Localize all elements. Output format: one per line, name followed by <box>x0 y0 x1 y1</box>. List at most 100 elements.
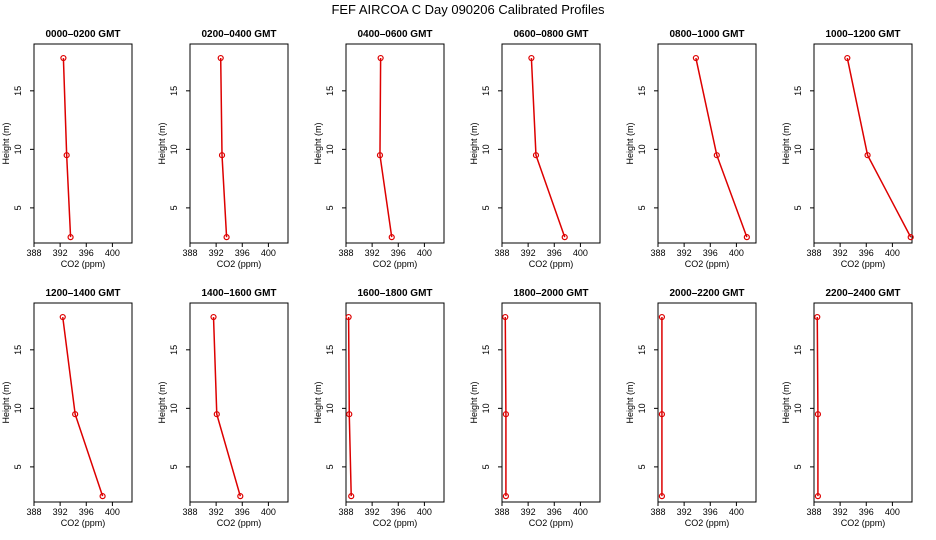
y-axis-label: Height (m) <box>313 122 323 164</box>
data-point <box>658 313 666 321</box>
panel-title: 1800–2000 GMT <box>513 288 588 299</box>
x-axis-label: CO2 (ppm) <box>373 518 418 528</box>
x-tick-label: 396 <box>703 507 718 517</box>
x-tick-label: 388 <box>650 248 665 258</box>
data-point <box>658 493 666 500</box>
x-tick-label: 396 <box>235 248 250 258</box>
profile-line <box>379 58 393 238</box>
x-tick-label: 392 <box>833 248 848 258</box>
panel-frame <box>657 302 757 503</box>
data-point <box>502 313 509 321</box>
panel-frame <box>189 302 289 503</box>
panel: 1400–1600 GMT 388 392 396 400 5 10 15 CO2 (ppm) H… <box>157 288 289 528</box>
x-tick-label: 392 <box>521 248 536 258</box>
data-point <box>844 54 851 62</box>
y-tick-label: 5 <box>325 205 335 210</box>
data-point <box>388 234 395 241</box>
x-tick-label: 392 <box>53 248 68 258</box>
y-tick-label: 5 <box>481 205 491 210</box>
profile-line <box>816 317 819 497</box>
x-tick-label: 400 <box>105 507 120 517</box>
y-axis-label: Height (m) <box>469 381 479 423</box>
y-tick-label: 10 <box>325 403 335 413</box>
panel-title: 2200–2400 GMT <box>825 288 900 299</box>
y-tick-label: 15 <box>13 86 23 96</box>
x-axis-label: CO2 (ppm) <box>61 259 106 269</box>
y-tick-label: 15 <box>793 345 803 355</box>
x-tick-label: 392 <box>521 507 536 517</box>
y-tick-label: 10 <box>13 144 23 154</box>
data-point <box>346 411 353 418</box>
y-tick-label: 15 <box>481 345 491 355</box>
profile-line <box>212 317 242 497</box>
y-tick-label: 10 <box>481 403 491 413</box>
data-point <box>692 54 699 62</box>
data-point <box>502 411 510 418</box>
x-tick-label: 388 <box>26 248 41 258</box>
panel-frame <box>813 302 913 503</box>
y-tick-label: 10 <box>169 403 179 413</box>
data-point <box>213 411 220 418</box>
y-axis-label: Height (m) <box>625 122 635 164</box>
x-axis-label: CO2 (ppm) <box>685 518 730 528</box>
data-point <box>377 54 384 62</box>
panel-title: 0600–0800 GMT <box>513 29 588 40</box>
x-tick-label: 400 <box>417 507 432 517</box>
panel-title: 1200–1400 GMT <box>45 288 120 299</box>
x-tick-label: 392 <box>365 507 380 517</box>
data-point <box>59 313 66 321</box>
x-tick-label: 400 <box>261 248 276 258</box>
y-tick-label: 15 <box>325 345 335 355</box>
panel-frame <box>345 43 445 244</box>
x-axis-label: CO2 (ppm) <box>529 518 574 528</box>
y-tick-label: 10 <box>637 144 647 154</box>
y-tick-label: 15 <box>637 345 647 355</box>
profile-line <box>347 317 352 497</box>
x-tick-label: 396 <box>79 507 94 517</box>
profile-line <box>62 316 104 497</box>
panel-title: 0000–0200 GMT <box>45 29 120 40</box>
y-tick-label: 15 <box>13 345 23 355</box>
panel-frame <box>33 302 133 503</box>
data-point <box>217 54 224 62</box>
x-tick-label: 392 <box>677 248 692 258</box>
y-tick-label: 10 <box>13 403 23 413</box>
x-tick-label: 400 <box>885 507 900 517</box>
x-tick-label: 388 <box>806 507 821 517</box>
data-point <box>561 234 568 241</box>
y-tick-label: 5 <box>637 464 647 469</box>
data-point <box>223 234 230 241</box>
y-tick-label: 10 <box>481 144 491 154</box>
data-point <box>345 313 352 321</box>
x-tick-label: 388 <box>494 507 509 517</box>
panel-title: 0800–1000 GMT <box>669 29 744 40</box>
panel: 0000–0200 GMT 388 392 396 400 5 10 15 CO2 (ppm) H… <box>1 29 133 269</box>
x-tick-label: 396 <box>391 507 406 517</box>
page-title: FEF AIRCOA C Day 090206 Calibrated Profi… <box>331 2 605 17</box>
y-axis-label: Height (m) <box>157 381 167 423</box>
data-point <box>237 493 244 500</box>
panel: 2000–2200 GMT 388 392 396 400 5 10 15 CO2 (ppm) H… <box>625 288 757 528</box>
x-tick-label: 396 <box>859 248 874 258</box>
y-tick-label: 5 <box>13 464 23 469</box>
y-tick-label: 5 <box>169 464 179 469</box>
panel: 1200–1400 GMT 388 392 396 400 5 10 15 CO2 (ppm) H… <box>1 288 133 528</box>
data-point <box>99 493 106 500</box>
profile-line <box>846 57 912 238</box>
y-tick-label: 15 <box>169 86 179 96</box>
panel: 0400–0600 GMT 388 392 396 400 5 10 15 CO2 (ppm) H… <box>313 29 445 269</box>
data-point <box>814 493 822 500</box>
y-axis-label: Height (m) <box>781 381 791 423</box>
x-axis-label: CO2 (ppm) <box>373 259 418 269</box>
y-tick-label: 5 <box>481 464 491 469</box>
x-tick-label: 388 <box>182 248 197 258</box>
y-tick-label: 15 <box>481 86 491 96</box>
y-tick-label: 5 <box>13 205 23 210</box>
x-tick-label: 388 <box>338 248 353 258</box>
panel: 2200–2400 GMT 388 392 396 400 5 10 15 CO2 (ppm) H… <box>781 288 913 528</box>
y-tick-label: 15 <box>637 86 647 96</box>
profile-line <box>530 58 566 238</box>
data-point <box>532 152 540 159</box>
panel-frame <box>501 302 601 503</box>
profile-line <box>695 57 748 238</box>
